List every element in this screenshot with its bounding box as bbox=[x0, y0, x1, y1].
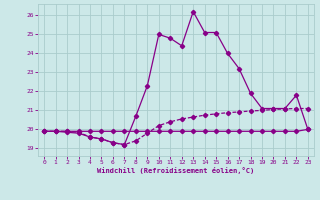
X-axis label: Windchill (Refroidissement éolien,°C): Windchill (Refroidissement éolien,°C) bbox=[97, 167, 255, 174]
